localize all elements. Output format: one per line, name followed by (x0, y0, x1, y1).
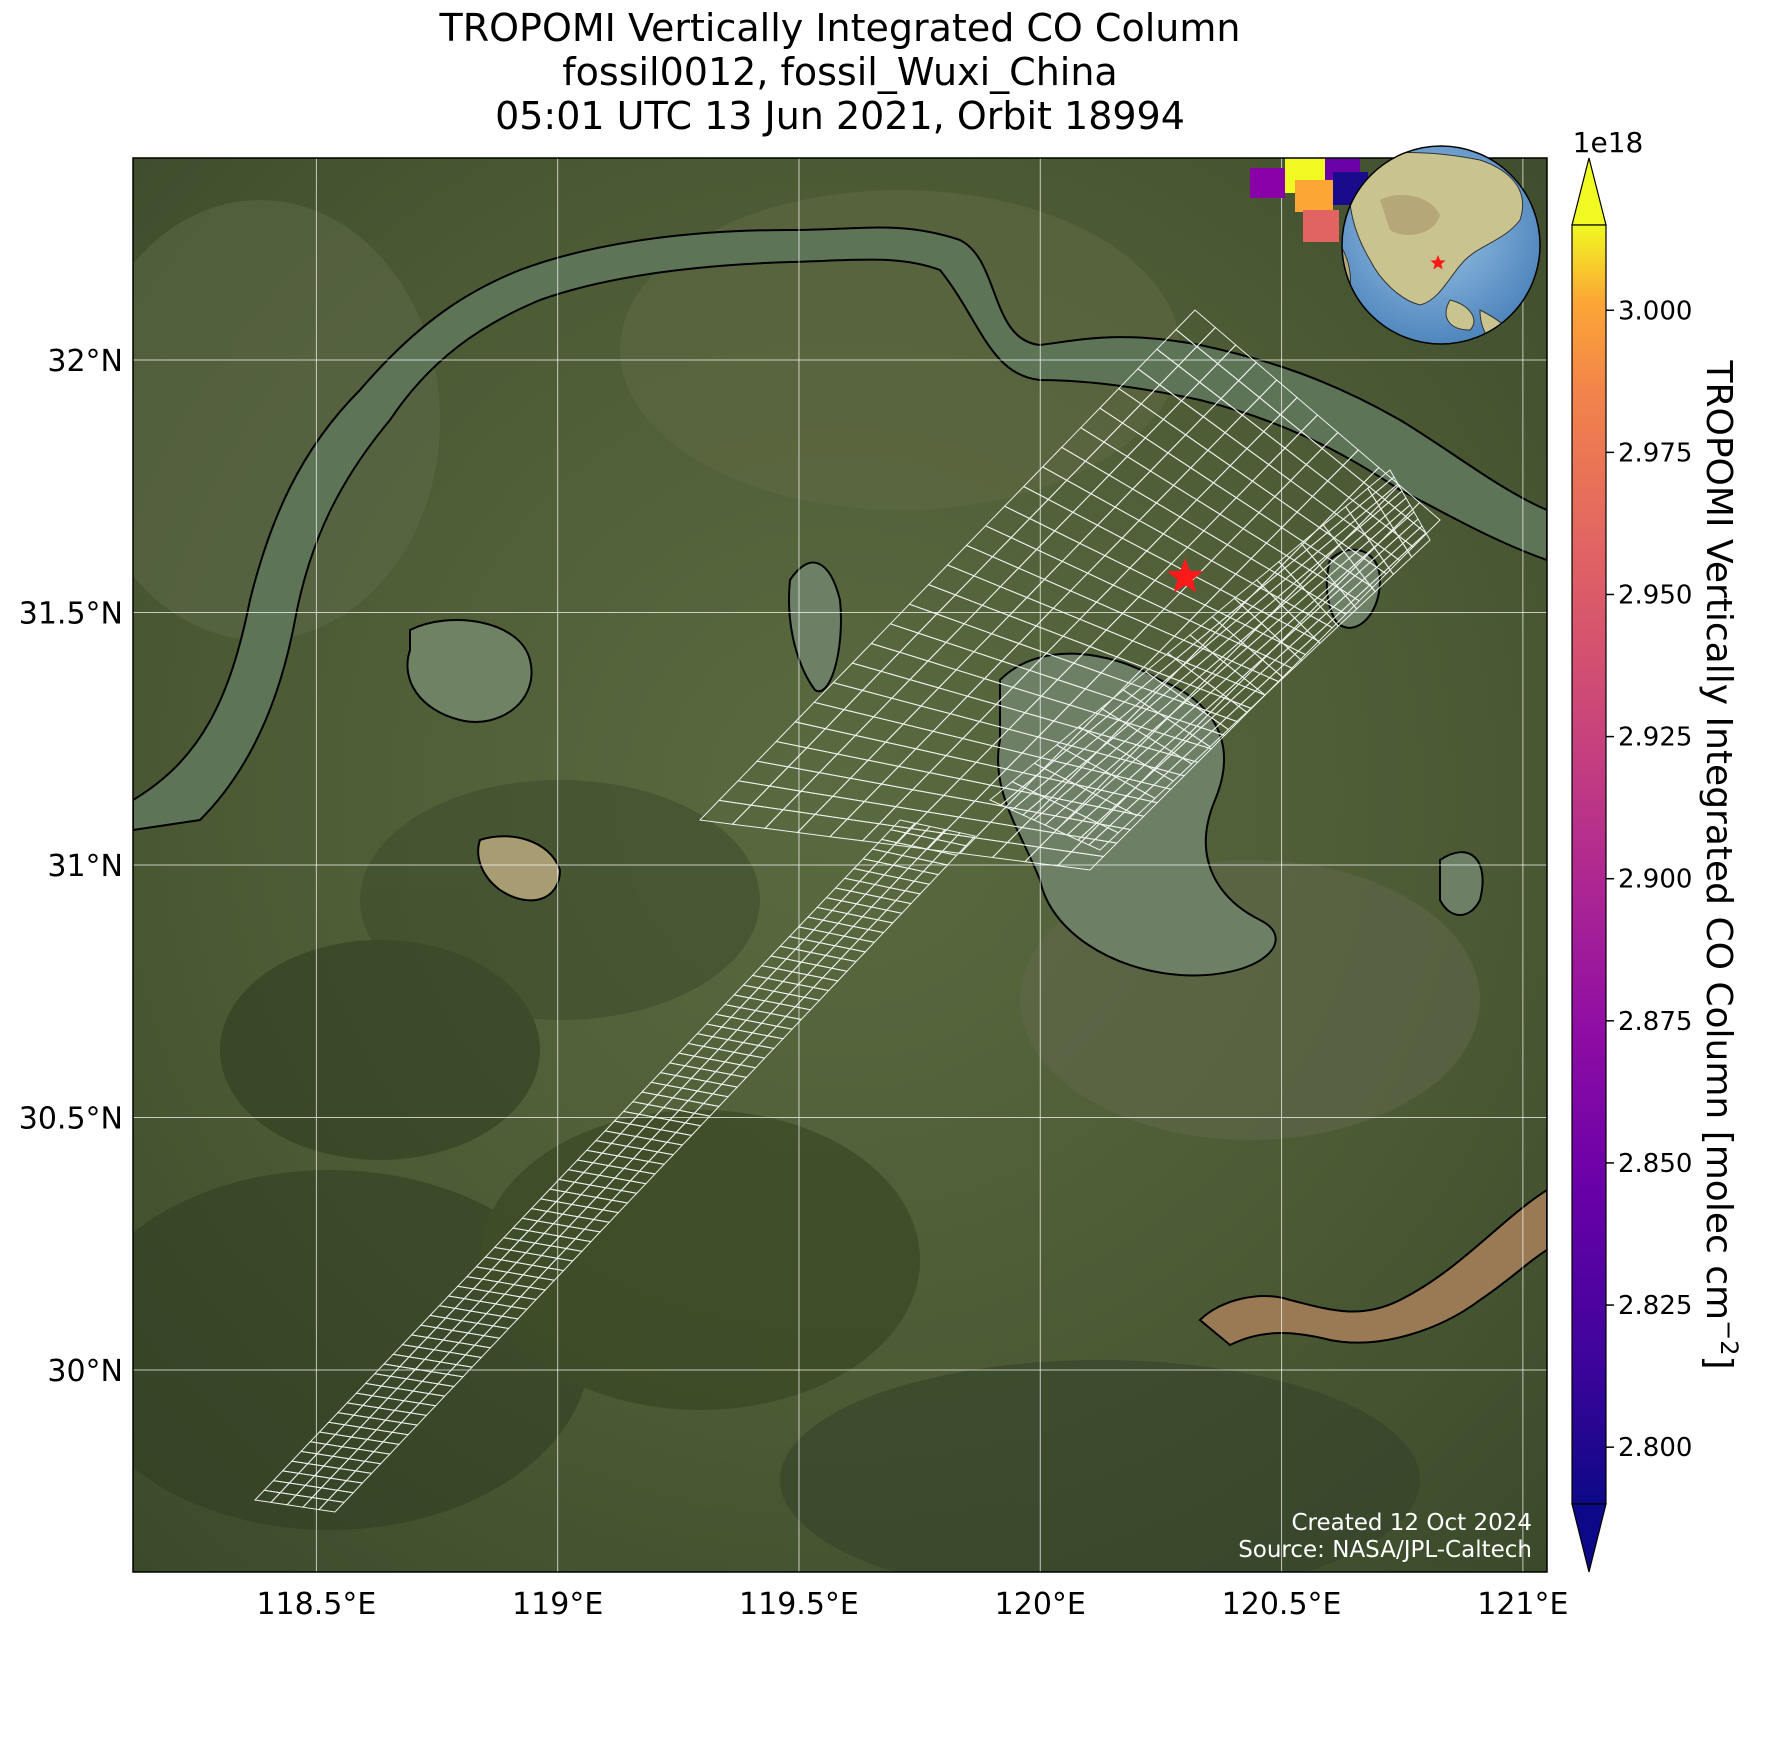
tibet-region (1380, 195, 1440, 235)
swath-pixel (949, 832, 976, 847)
lat-tick-label: 32°N (47, 344, 123, 379)
southeast-asia (1445, 299, 1475, 331)
yangtze-river (133, 226, 1547, 832)
title-line-2: fossil0012, fossil_Wuxi_China (562, 50, 1118, 94)
lat-tick-label: 31.5°N (19, 597, 123, 632)
latitude-tick-labels: 32°N 31.5°N 31°N 30.5°N 30°N (19, 344, 123, 1389)
colorbar-label: TROPOMI Vertically Integrated CO Column … (1698, 359, 1743, 1369)
lat-tick-label: 30°N (47, 1354, 123, 1389)
colorbar-tick-label: 2.875 (1618, 1007, 1692, 1037)
colorbar-extend-min (1571, 1503, 1607, 1573)
colorbar-body (1571, 224, 1607, 1505)
longitude-tick-labels: 118.5°E 119°E 119.5°E 120°E 120.5°E 121°E (256, 1587, 1568, 1622)
lat-tick-label: 31°N (47, 849, 123, 884)
terrain-texture (133, 190, 1480, 1572)
credit-created: Created 12 Oct 2024 (1291, 1510, 1532, 1536)
lake-dianshan (1439, 851, 1484, 916)
colorbar-tick-label: 2.900 (1618, 865, 1692, 895)
target-red-star-icon (1167, 558, 1204, 593)
lon-tick-label: 119.5°E (739, 1587, 859, 1622)
lon-tick-label: 118.5°E (256, 1587, 376, 1622)
lon-tick-label: 119°E (512, 1587, 603, 1622)
lake-qiandao (427, 1629, 607, 1723)
colorbar-tick-label: 2.925 (1618, 723, 1692, 753)
colorbar-tick-label: 2.950 (1618, 580, 1692, 610)
qiantang-river (1198, 1188, 1547, 1347)
lake-gehu (788, 561, 842, 693)
title-line-3: 05:01 UTC 13 Jun 2021, Orbit 18994 (495, 94, 1185, 138)
colorbar: 2.800 2.825 2.850 2.875 2.900 2.925 2.950 2.975… (1571, 126, 1743, 1573)
colorbar-tick-label: 3.000 (1618, 296, 1692, 326)
globe-target-star-icon (1430, 255, 1446, 270)
lon-tick-label: 120°E (995, 1587, 1086, 1622)
lake-gucheng (406, 619, 533, 723)
globe-outline (1341, 145, 1541, 345)
credit-source: Source: NASA/JPL-Caltech (1238, 1537, 1532, 1563)
colorbar-tick-label: 2.975 (1618, 438, 1692, 468)
lon-tick-label: 120.5°E (1222, 1587, 1342, 1622)
colorbar-tick-label: 2.850 (1618, 1149, 1692, 1179)
gridlines (133, 158, 1547, 1572)
pixel (1303, 210, 1339, 242)
pixel (1250, 168, 1285, 198)
colorbar-tick-label: 2.800 (1618, 1433, 1692, 1463)
lake-changdang (477, 835, 562, 902)
map-frame (132, 157, 1548, 1573)
map-panel (133, 158, 1547, 1723)
inset-pixels (1250, 158, 1368, 242)
asia-landmass (1348, 152, 1524, 306)
lat-tick-label: 30.5°N (19, 1102, 123, 1137)
tropomi-swath-grid (253, 309, 1441, 1513)
lon-tick-label: 121°E (1477, 1587, 1568, 1622)
colorbar-exponent: 1e18 (1573, 126, 1644, 159)
title-line-1: TROPOMI Vertically Integrated CO Column (439, 6, 1241, 50)
pixel (1295, 180, 1333, 212)
colorbar-tick-label: 2.825 (1618, 1291, 1692, 1321)
swath-pixel (1406, 532, 1431, 558)
colorbar-ticks: 2.800 2.825 2.850 2.875 2.900 2.925 2.950 2.975… (1606, 296, 1692, 1463)
colorbar-extend-max (1571, 157, 1607, 226)
